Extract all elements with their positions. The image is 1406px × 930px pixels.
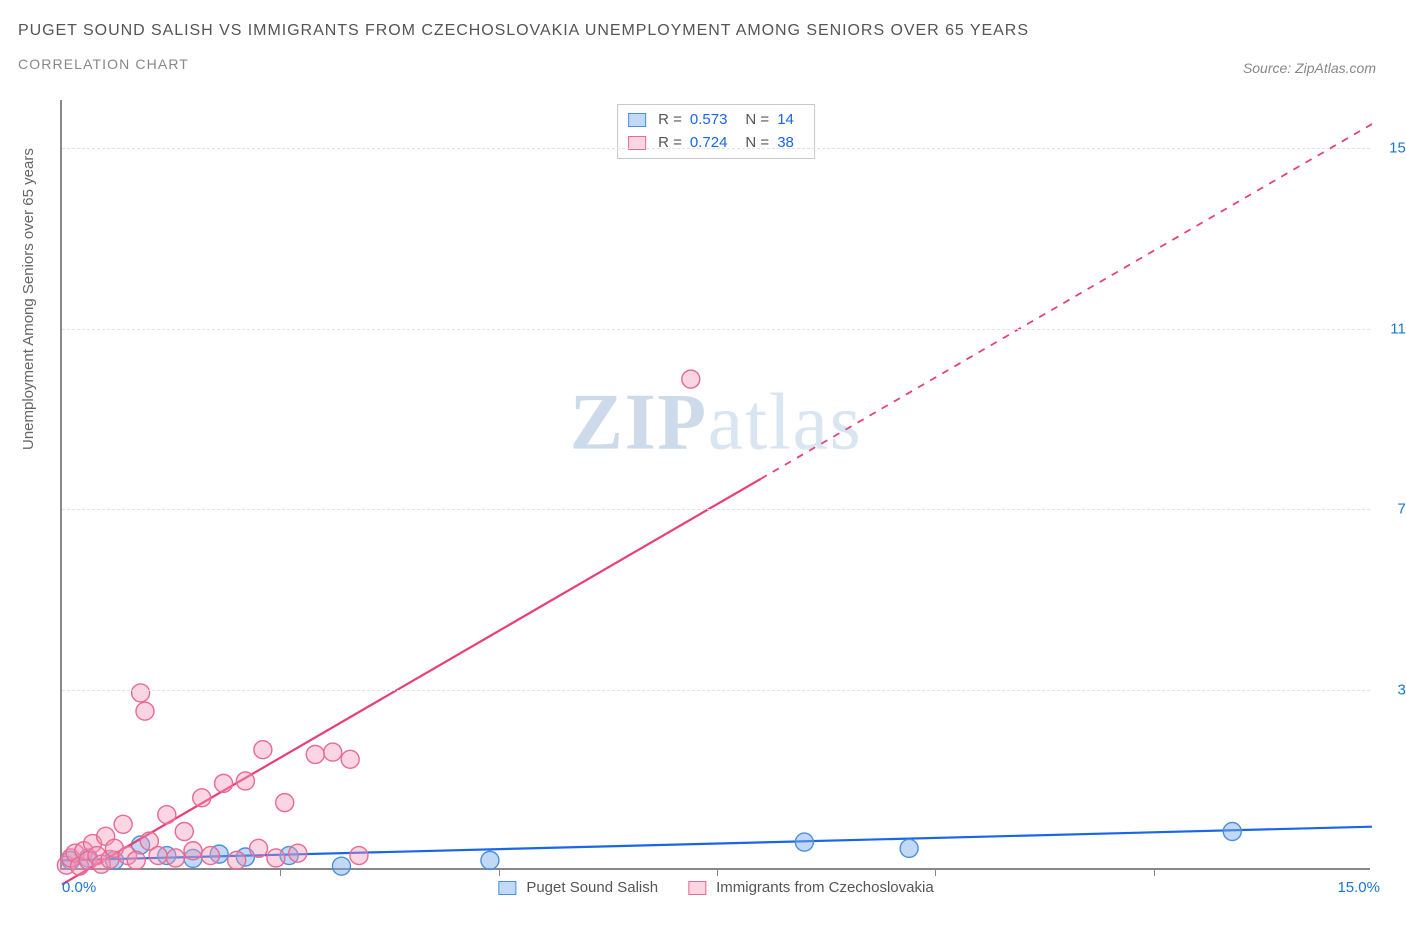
n-value: 14 [777, 109, 794, 132]
y-tick-label: 150.0% [1380, 140, 1406, 157]
data-point-salish [795, 833, 813, 851]
regression-line-czech-dashed [761, 124, 1372, 479]
data-point-salish [481, 851, 499, 869]
x-tick [499, 868, 500, 876]
data-point-czech [236, 772, 254, 790]
y-tick-label: 112.5% [1380, 320, 1406, 337]
data-point-czech [158, 806, 176, 824]
data-point-salish [332, 857, 350, 875]
data-point-czech [306, 746, 324, 764]
y-axis-title: Unemployment Among Seniors over 65 years [20, 148, 37, 450]
data-point-czech [175, 823, 193, 841]
x-axis-min-label: 0.0% [62, 879, 96, 896]
data-point-czech [682, 370, 700, 388]
data-point-czech [254, 741, 272, 759]
chart-subtitle: CORRELATION CHART [18, 56, 1029, 72]
r-value: 0.573 [690, 109, 728, 132]
gridline [62, 690, 1370, 691]
title-block: PUGET SOUND SALISH VS IMMIGRANTS FROM CZ… [18, 20, 1029, 72]
gridline [62, 509, 1370, 510]
r-value: 0.724 [690, 132, 728, 155]
r-label: R = [658, 132, 682, 155]
data-point-czech [350, 847, 368, 865]
y-tick-label: 37.5% [1380, 681, 1406, 698]
gridline [62, 329, 1370, 330]
x-tick [1154, 868, 1155, 876]
data-point-czech [250, 839, 268, 857]
data-point-czech [132, 684, 150, 702]
data-point-czech [201, 847, 219, 865]
x-axis-max-label: 15.0% [1337, 879, 1380, 896]
legend-series: Puget Sound Salish Immigrants from Czecho… [498, 879, 933, 896]
legend-label: Puget Sound Salish [526, 879, 658, 896]
chart-title: PUGET SOUND SALISH VS IMMIGRANTS FROM CZ… [18, 20, 1029, 42]
gridline [62, 148, 1370, 149]
data-point-czech [289, 844, 307, 862]
legend-item-czech: Immigrants from Czechoslovakia [688, 879, 934, 896]
legend-stats-box: R = 0.573 N = 14 R = 0.724 N = 38 [617, 104, 815, 159]
swatch-icon [498, 881, 516, 895]
data-point-czech [127, 851, 145, 869]
data-point-czech [136, 702, 154, 720]
legend-label: Immigrants from Czechoslovakia [716, 879, 934, 896]
n-value: 38 [777, 132, 794, 155]
data-point-czech [228, 851, 246, 869]
data-point-czech [267, 849, 285, 867]
swatch-icon [628, 113, 646, 127]
swatch-icon [688, 881, 706, 895]
r-label: R = [658, 109, 682, 132]
x-tick [935, 868, 936, 876]
legend-stats-row-salish: R = 0.573 N = 14 [628, 109, 804, 132]
data-point-czech [276, 794, 294, 812]
source-attribution: Source: ZipAtlas.com [1243, 60, 1376, 76]
legend-stats-row-czech: R = 0.724 N = 38 [628, 132, 804, 155]
data-point-czech [149, 847, 167, 865]
x-tick [717, 868, 718, 876]
plot-area: ZIPatlas R =0.573N =14R =0.724N =38 Puge… [60, 100, 1370, 870]
data-point-czech [215, 774, 233, 792]
data-point-salish [900, 839, 918, 857]
data-point-czech [184, 842, 202, 860]
legend-item-salish: Puget Sound Salish [498, 879, 658, 896]
data-point-czech [167, 849, 185, 867]
plot-svg [62, 100, 1370, 868]
n-label: N = [745, 109, 769, 132]
data-point-czech [324, 743, 342, 761]
x-tick [280, 868, 281, 876]
data-point-czech [193, 789, 211, 807]
chart-container: PUGET SOUND SALISH VS IMMIGRANTS FROM CZ… [0, 0, 1406, 930]
y-tick-label: 75.0% [1380, 501, 1406, 518]
data-point-salish [1223, 823, 1241, 841]
data-point-czech [114, 815, 132, 833]
data-point-czech [341, 750, 359, 768]
n-label: N = [745, 132, 769, 155]
